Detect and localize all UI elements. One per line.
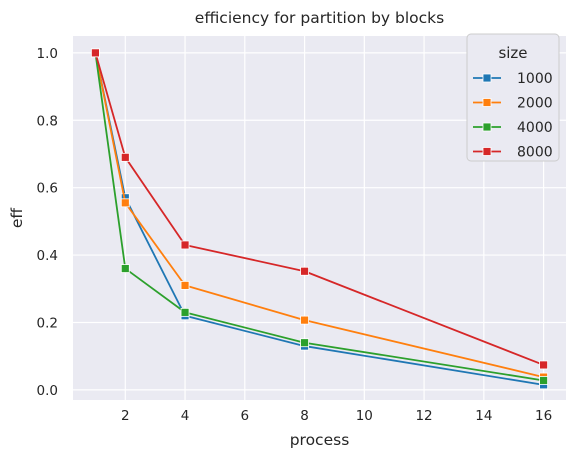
series-group — [91, 48, 548, 390]
legend-marker — [482, 98, 492, 107]
chart-title: efficiency for partition by blocks — [195, 9, 444, 27]
x-tick-label: 4 — [181, 408, 190, 424]
legend-label: 8000 — [517, 145, 553, 161]
legend-item-4000: 4000 — [473, 120, 553, 136]
legend-item-8000: 8000 — [473, 145, 553, 161]
x-axis-label: process — [290, 431, 350, 449]
y-tick-label: 0.4 — [37, 248, 58, 264]
y-tick-label: 0.0 — [37, 383, 58, 399]
legend-items: 1000 2000 4000 8000 — [473, 71, 553, 161]
x-tick-label: 16 — [535, 408, 552, 424]
legend-title: size — [498, 44, 527, 62]
data-point — [300, 338, 309, 348]
data-point — [180, 281, 190, 290]
x-tick-label: 8 — [300, 408, 309, 424]
x-tick-labels: 2 4 6 8 10 12 14 16 — [121, 408, 552, 424]
legend-item-1000: 1000 — [473, 71, 553, 87]
x-tick-label: 10 — [356, 408, 373, 424]
legend-marker — [482, 122, 492, 132]
series-8000 — [91, 48, 548, 370]
data-point — [180, 307, 190, 317]
data-point — [91, 48, 100, 58]
legend-label: 2000 — [517, 96, 553, 112]
x-tick-label: 14 — [475, 408, 492, 424]
y-axis-label: eff — [8, 208, 26, 229]
data-point — [300, 315, 309, 325]
data-point — [120, 152, 130, 162]
legend-marker — [482, 147, 492, 156]
x-tick-label: 6 — [241, 408, 250, 424]
legend-label: 1000 — [517, 71, 553, 87]
data-point — [120, 264, 130, 273]
legend-marker — [482, 73, 492, 83]
legend: size 1000 2000 4000 8000 — [466, 33, 560, 162]
y-tick-labels: 0.0 0.2 0.4 0.6 0.8 1.0 — [37, 46, 58, 399]
y-tick-label: 0.2 — [37, 315, 58, 331]
data-point — [300, 266, 309, 276]
y-tick-label: 0.8 — [37, 113, 58, 129]
x-tick-label: 12 — [415, 408, 432, 424]
y-tick-label: 0.6 — [37, 181, 58, 197]
x-tick-label: 2 — [121, 408, 130, 424]
data-point — [539, 376, 548, 385]
data-point — [120, 198, 130, 208]
legend-label: 4000 — [517, 120, 553, 136]
data-point — [539, 360, 548, 370]
data-point — [180, 240, 190, 250]
y-tick-label: 1.0 — [37, 46, 58, 62]
legend-item-2000: 2000 — [473, 96, 553, 112]
